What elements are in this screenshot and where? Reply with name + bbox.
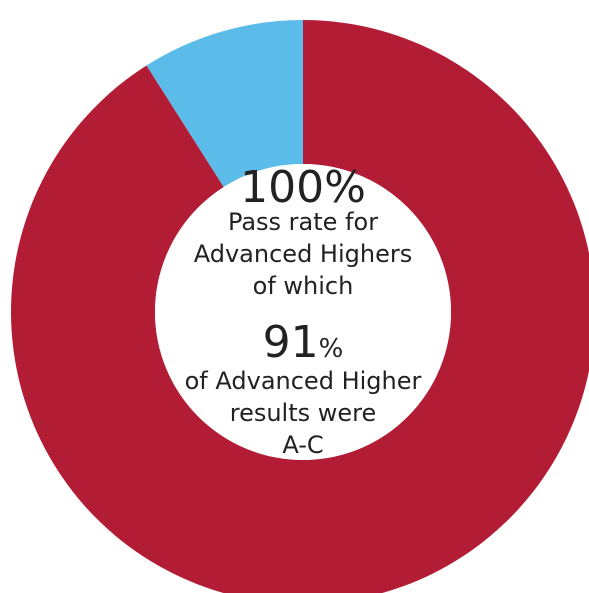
ac-percentage: 91% xyxy=(263,317,344,368)
pass-rate-value: 100% xyxy=(240,162,366,213)
ac-label-line1: of Advanced Higher xyxy=(185,367,422,395)
ac-percentage-unit: % xyxy=(319,334,344,364)
pass-rate-label-line3: of which xyxy=(253,272,354,300)
ac-label-line3: A-C xyxy=(282,431,323,459)
donut-slices xyxy=(11,20,589,593)
donut-slice-a-c xyxy=(11,20,589,593)
pass-rate-label-line2: Advanced Highers xyxy=(194,240,412,268)
ac-label-line2: results were xyxy=(230,399,377,427)
ac-percentage-value: 91 xyxy=(263,317,319,368)
pass-rate-label-line1: Pass rate for xyxy=(228,208,378,236)
donut-hole xyxy=(155,164,451,460)
donut-slice-other xyxy=(146,20,303,188)
